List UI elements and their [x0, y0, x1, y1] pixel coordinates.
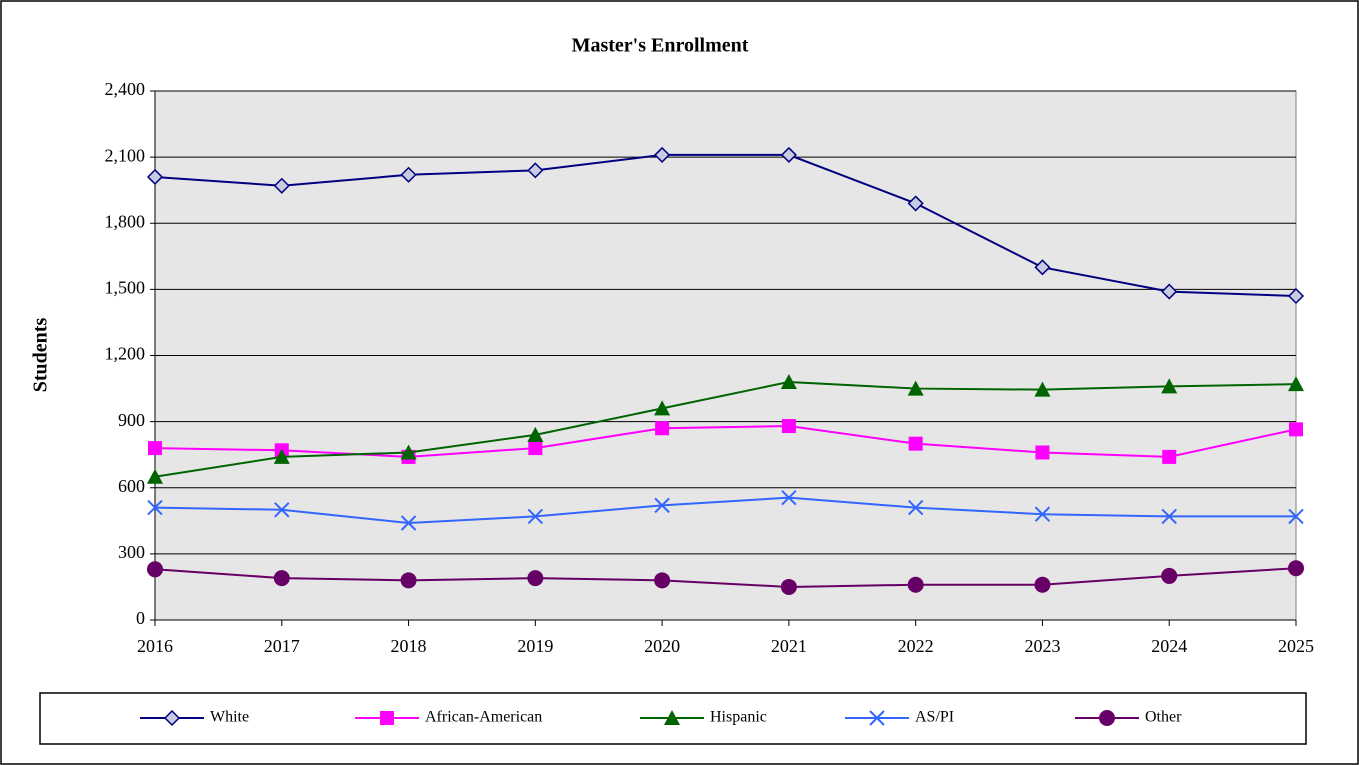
x-tick-label: 2019	[517, 636, 553, 656]
x-tick-label: 2018	[391, 636, 427, 656]
data-point	[146, 168, 164, 186]
x-tick-label: 2022	[898, 636, 934, 656]
data-point	[1288, 560, 1304, 577]
series-line	[154, 567, 1297, 588]
legend-marker	[1099, 710, 1115, 726]
data-point	[527, 508, 544, 525]
data-point	[654, 400, 671, 416]
x-tick-label: 2023	[1024, 636, 1060, 656]
data-point	[1034, 576, 1051, 593]
data-point	[527, 162, 544, 179]
data-point	[527, 426, 544, 442]
data-point	[1287, 287, 1305, 305]
series-line	[154, 425, 1297, 458]
data-point	[907, 499, 924, 516]
x-tick-label: 2021	[771, 636, 807, 656]
legend-label: Other	[1145, 709, 1182, 726]
data-point	[400, 572, 417, 589]
data-point	[1288, 508, 1304, 525]
y-tick-label: 1,800	[105, 211, 146, 231]
data-point	[400, 444, 417, 460]
data-point	[1161, 378, 1178, 394]
data-point	[1035, 445, 1050, 460]
y-axis-label: Students	[30, 318, 52, 393]
data-point	[1034, 381, 1051, 397]
data-point	[1161, 283, 1178, 300]
data-point	[1161, 508, 1177, 525]
y-tick-label: 600	[118, 476, 145, 496]
data-point	[527, 570, 544, 587]
data-point	[907, 576, 924, 593]
data-point	[147, 561, 163, 578]
x-tick-label: 2016	[137, 636, 173, 656]
data-point	[654, 146, 671, 163]
legend-marker	[380, 711, 394, 725]
data-point	[273, 448, 290, 464]
legend-label: White	[210, 709, 249, 726]
data-point	[1034, 506, 1051, 522]
x-tick-label: 2020	[644, 636, 680, 656]
data-point	[654, 572, 671, 589]
data-point	[907, 195, 924, 212]
data-point	[273, 570, 290, 587]
legend-marker	[664, 710, 680, 725]
data-point	[907, 380, 924, 396]
legend-marker	[869, 710, 885, 726]
data-point	[1034, 259, 1051, 276]
data-point	[148, 441, 162, 456]
data-point	[1289, 422, 1303, 437]
data-point	[1288, 376, 1304, 392]
data-point	[780, 578, 797, 595]
data-point	[655, 421, 670, 436]
y-tick-label: 1,500	[105, 278, 146, 298]
series-line	[154, 496, 1296, 525]
y-tick-label: 2,100	[105, 145, 146, 165]
data-point	[273, 177, 290, 194]
data-point	[780, 373, 797, 389]
y-tick-label: 300	[118, 542, 145, 562]
data-point	[528, 441, 543, 456]
y-tick-label: 900	[118, 410, 145, 430]
data-point	[908, 436, 923, 451]
data-point	[1162, 449, 1177, 464]
data-point	[654, 497, 670, 514]
x-tick-label: 2025	[1278, 636, 1314, 656]
y-tick-label: 0	[136, 608, 145, 628]
legend-label: AS/PI	[915, 709, 954, 726]
chart-title: Master's Enrollment	[572, 35, 749, 57]
x-tick-label: 2024	[1151, 636, 1187, 656]
data-point	[1161, 567, 1178, 584]
legend-label: Hispanic	[710, 709, 767, 726]
legend-marker	[163, 709, 181, 727]
series-line	[154, 380, 1297, 478]
series-line	[154, 153, 1297, 297]
data-point	[274, 502, 290, 518]
data-point	[780, 146, 797, 163]
x-tick-label: 2017	[264, 636, 300, 656]
legend-label: African-American	[425, 709, 542, 726]
y-tick-label: 1,200	[105, 344, 146, 364]
data-point	[781, 419, 796, 434]
data-point	[781, 489, 797, 506]
data-point	[147, 468, 163, 484]
data-point	[400, 166, 417, 183]
data-point	[400, 515, 417, 531]
y-tick-label: 2,400	[105, 79, 146, 99]
data-point	[147, 499, 163, 516]
